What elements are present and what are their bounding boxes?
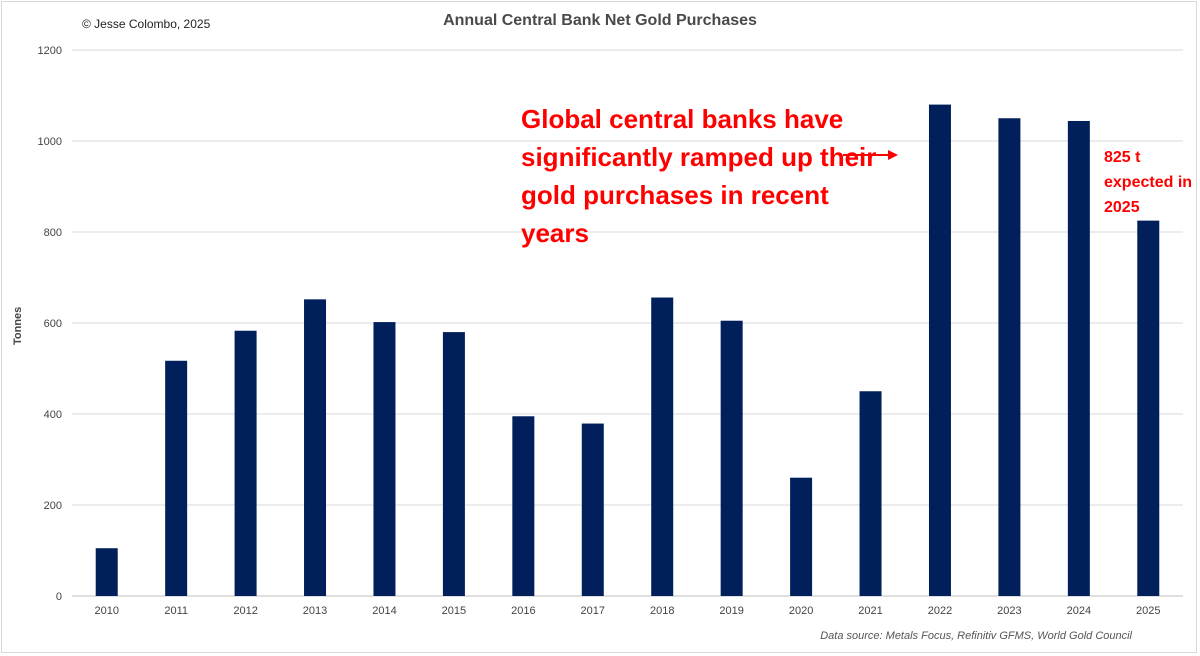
x-tick-label: 2011 [164, 605, 188, 617]
x-tick-label: 2015 [442, 605, 466, 617]
bar-2019 [720, 320, 743, 596]
x-tick-label: 2022 [928, 605, 952, 617]
x-tick-label: 2017 [581, 605, 605, 617]
x-tick-label: 2013 [303, 605, 327, 617]
y-tick-label: 800 [44, 227, 62, 239]
x-tick-label: 2024 [1067, 605, 1091, 617]
x-tick-label: 2016 [511, 605, 535, 617]
bar-2017 [581, 423, 604, 596]
bar-2018 [651, 297, 674, 596]
bar-2014 [373, 322, 396, 596]
x-tick-label: 2012 [233, 605, 257, 617]
bar-2023 [998, 118, 1021, 596]
copyright-label: © Jesse Colombo, 2025 [82, 17, 211, 31]
chart-title: Annual Central Bank Net Gold Purchases [443, 12, 757, 29]
x-tick-label: 2023 [997, 605, 1021, 617]
annotation-headline: Global central banks have significantly … [521, 104, 877, 248]
data-source-label: Data source: Metals Focus, Refinitiv GFM… [820, 630, 1132, 642]
arrow-icon [843, 150, 898, 160]
x-tick-label: 2018 [650, 605, 674, 617]
bar-2022 [928, 104, 951, 596]
y-tick-label: 600 [44, 318, 62, 330]
bar-2020 [790, 477, 813, 596]
labels-layer: 0 200 400 600 800 1000 1200 2010 2011 2012 2013 201… [38, 45, 1161, 617]
x-tick-label: 2020 [789, 605, 813, 617]
annotation-note: 825 t expected in 2025 [1104, 149, 1193, 216]
grid-layer [72, 49, 1183, 597]
bar-2021 [859, 391, 882, 596]
bar-2015 [442, 332, 465, 596]
y-tick-label: 1200 [38, 45, 62, 57]
y-tick-label: 400 [44, 409, 62, 421]
bar-2024 [1067, 120, 1090, 596]
y-tick-label: 200 [44, 500, 62, 512]
bars-layer [95, 104, 1160, 596]
x-tick-label: 2010 [94, 605, 118, 617]
x-tick-label: 2021 [858, 605, 882, 617]
y-tick-label: 0 [56, 591, 62, 603]
bar-2025 [1137, 220, 1160, 596]
bar-2012 [234, 330, 257, 596]
bar-2011 [165, 360, 188, 596]
bar-2016 [512, 416, 535, 596]
x-tick-label: 2025 [1136, 605, 1160, 617]
x-tick-label: 2014 [372, 605, 396, 617]
y-tick-label: 1000 [38, 136, 62, 148]
x-tick-label: 2019 [719, 605, 743, 617]
bar-2010 [95, 548, 118, 596]
bar-2013 [304, 299, 327, 596]
